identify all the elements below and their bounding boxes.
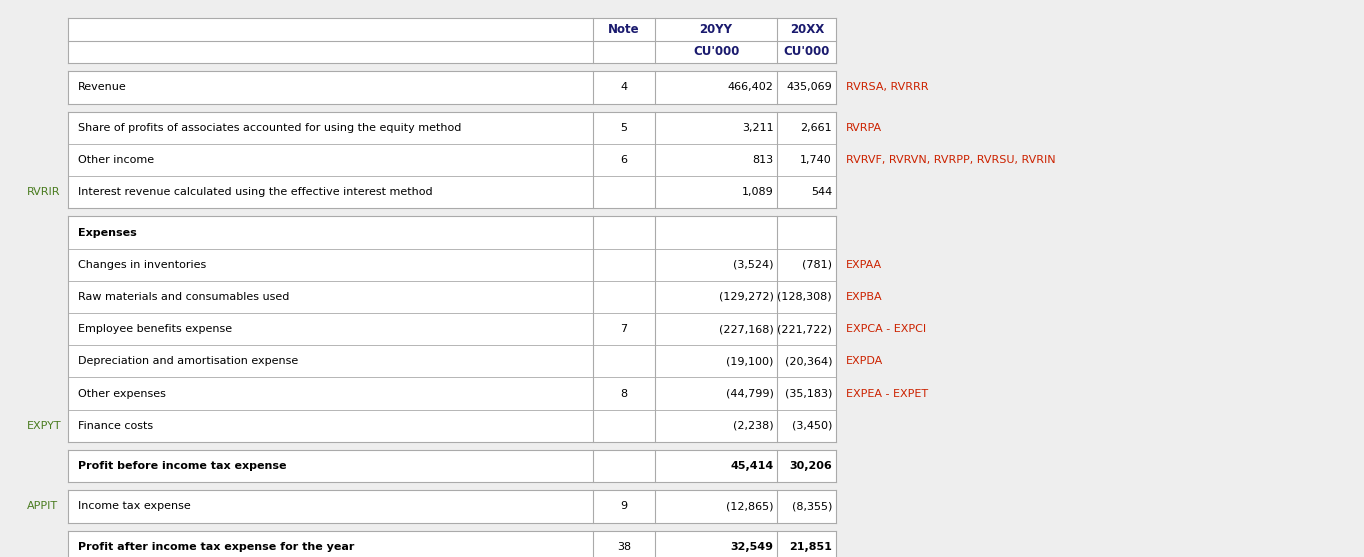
Text: (129,272): (129,272) [719,292,773,302]
Text: Income tax expense: Income tax expense [78,501,191,511]
Text: Finance costs: Finance costs [78,421,153,431]
Text: (8,355): (8,355) [791,501,832,511]
Text: Profit after income tax expense for the year: Profit after income tax expense for the … [78,542,355,552]
Text: Revenue: Revenue [78,82,127,92]
Text: Note: Note [608,23,640,36]
Text: CU'000: CU'000 [784,46,829,58]
Text: (3,450): (3,450) [791,421,832,431]
Text: (3,524): (3,524) [732,260,773,270]
Text: 5: 5 [621,123,627,133]
Text: 32,549: 32,549 [730,542,773,552]
Text: 466,402: 466,402 [727,82,773,92]
Text: Profit before income tax expense: Profit before income tax expense [78,461,286,471]
Text: (2,238): (2,238) [732,421,773,431]
Text: 3,211: 3,211 [742,123,773,133]
Text: (35,183): (35,183) [784,389,832,399]
Text: (227,168): (227,168) [719,324,773,334]
Text: Interest revenue calculated using the effective interest method: Interest revenue calculated using the ef… [78,187,432,197]
Text: RVRVF, RVRVN, RVRPP, RVRSU, RVRIN: RVRVF, RVRVN, RVRPP, RVRSU, RVRIN [846,155,1056,165]
Bar [68,18,836,63]
Text: 20YY: 20YY [700,23,732,36]
Text: 9: 9 [621,501,627,511]
Text: 2,661: 2,661 [801,123,832,133]
Text: (44,799): (44,799) [726,389,773,399]
Text: 4: 4 [621,82,627,92]
Text: EXPEA - EXPET: EXPEA - EXPET [846,389,928,399]
Text: RVRPA: RVRPA [846,123,881,133]
Text: EXPAA: EXPAA [846,260,881,270]
Text: (20,364): (20,364) [784,356,832,367]
Text: 6: 6 [621,155,627,165]
Text: Changes in inventories: Changes in inventories [78,260,206,270]
Text: 1,740: 1,740 [801,155,832,165]
Bar [68,490,836,522]
Text: APPIT: APPIT [27,501,59,511]
Bar [68,531,836,557]
Text: Share of profits of associates accounted for using the equity method: Share of profits of associates accounted… [78,123,461,133]
Text: Expenses: Expenses [78,228,136,238]
Text: 544: 544 [810,187,832,197]
Text: (128,308): (128,308) [777,292,832,302]
Text: CU'000: CU'000 [693,46,739,58]
Text: 7: 7 [621,324,627,334]
Bar [68,71,836,104]
Text: 20XX: 20XX [790,23,824,36]
Text: Employee benefits expense: Employee benefits expense [78,324,232,334]
Text: EXPDA: EXPDA [846,356,883,367]
Text: EXPBA: EXPBA [846,292,883,302]
Text: (781): (781) [802,260,832,270]
Text: RVRSA, RVRRR: RVRSA, RVRRR [846,82,928,92]
Text: Depreciation and amortisation expense: Depreciation and amortisation expense [78,356,297,367]
Text: 30,206: 30,206 [790,461,832,471]
Text: EXPCA - EXPCI: EXPCA - EXPCI [846,324,926,334]
Text: (12,865): (12,865) [726,501,773,511]
Text: Raw materials and consumables used: Raw materials and consumables used [78,292,289,302]
Text: Other income: Other income [78,155,154,165]
Text: 8: 8 [621,389,627,399]
Text: Other expenses: Other expenses [78,389,165,399]
Bar [68,112,836,208]
Text: RVRIR: RVRIR [27,187,61,197]
Text: (19,100): (19,100) [726,356,773,367]
Text: 21,851: 21,851 [790,542,832,552]
Text: 435,069: 435,069 [786,82,832,92]
Text: 1,089: 1,089 [742,187,773,197]
Text: 813: 813 [753,155,773,165]
Text: 38: 38 [617,542,632,552]
Bar [68,450,836,482]
Text: EXPYT: EXPYT [27,421,61,431]
Text: (221,722): (221,722) [777,324,832,334]
Bar [68,217,836,442]
Text: 45,414: 45,414 [730,461,773,471]
